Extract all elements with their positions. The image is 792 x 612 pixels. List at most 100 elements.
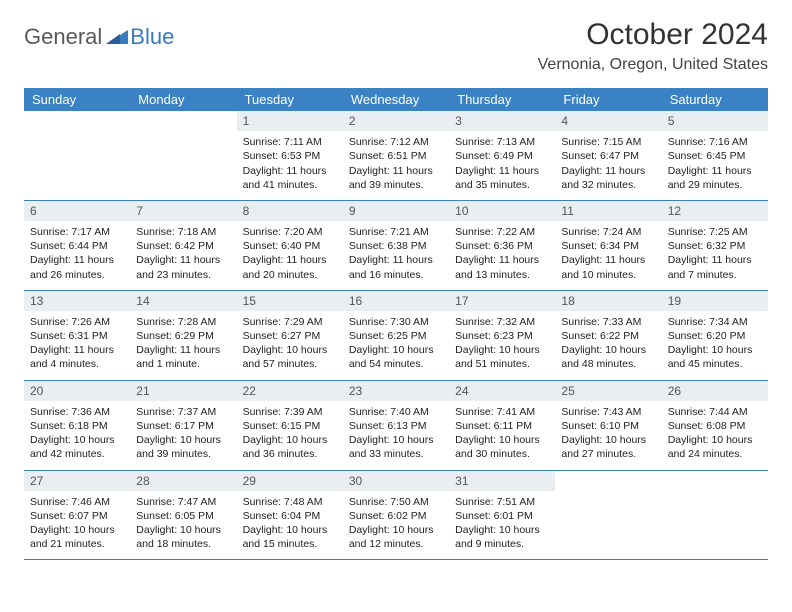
day-cell: 19Sunrise: 7:34 AMSunset: 6:20 PMDayligh…: [662, 291, 768, 380]
sunrise-line: Sunrise: 7:41 AM: [455, 405, 549, 419]
day-details: Sunrise: 7:11 AMSunset: 6:53 PMDaylight:…: [243, 135, 337, 192]
day-cell: 17 Sunrise: 7:32 AMSunset: 6:23 PMDayligh…: [449, 291, 555, 380]
day-number: 28: [130, 471, 236, 491]
day-number: 31: [449, 471, 555, 491]
daylight-line: Daylight: 11 hours and 4 minutes.: [30, 343, 124, 371]
day-details: Sunrise: 7:44 AMSunset: 6:08 PMDaylight:…: [668, 405, 762, 462]
calendar: SundayMondayTuesdayWednesdayThursdayFrid…: [24, 88, 768, 560]
day-number: 25: [555, 381, 661, 401]
daylight-line: Daylight: 11 hours and 23 minutes.: [136, 253, 230, 281]
day-details: Sunrise: 7:12 AMSunset: 6:51 PMDaylight:…: [349, 135, 443, 192]
week-row: 13Sunrise: 7:26 AMSunset: 6:31 PMDayligh…: [24, 291, 768, 381]
day-number: 13: [24, 291, 130, 311]
daylight-line: Daylight: 11 hours and 10 minutes.: [561, 253, 655, 281]
location-subtitle: Vernonia, Oregon, United States: [538, 56, 768, 74]
sunrise-line: Sunrise: 7:20 AM: [243, 225, 337, 239]
daylight-line: Daylight: 10 hours and 18 minutes.: [136, 523, 230, 551]
logo-triangle-icon: [104, 24, 128, 50]
day-details: Sunrise: 7:32 AMSunset: 6:23 PMDaylight:…: [455, 315, 549, 372]
sunrise-line: Sunrise: 7:16 AM: [668, 135, 762, 149]
day-cell: 22Sunrise: 7:39 AMSunset: 6:15 PMDayligh…: [237, 381, 343, 470]
sunrise-line: Sunrise: 7:47 AM: [136, 495, 230, 509]
day-number: 16: [343, 291, 449, 311]
daylight-line: Daylight: 10 hours and 42 minutes.: [30, 433, 124, 461]
day-number: 11: [555, 201, 661, 221]
daylight-line: Daylight: 10 hours and 15 minutes.: [243, 523, 337, 551]
day-number: 29: [237, 471, 343, 491]
sunset-line: Sunset: 6:08 PM: [668, 419, 762, 433]
day-cell: 20Sunrise: 7:36 AMSunset: 6:18 PMDayligh…: [24, 381, 130, 470]
weekday-header: Thursday: [449, 88, 555, 111]
week-row: 20Sunrise: 7:36 AMSunset: 6:18 PMDayligh…: [24, 381, 768, 471]
day-cell: 9Sunrise: 7:21 AMSunset: 6:38 PMDaylight…: [343, 201, 449, 290]
day-number: 6: [24, 201, 130, 221]
title-block: October 2024 Vernonia, Oregon, United St…: [538, 18, 768, 74]
day-cell-empty: [555, 471, 661, 560]
sunset-line: Sunset: 6:47 PM: [561, 149, 655, 163]
day-details: Sunrise: 7:50 AMSunset: 6:02 PMDaylight:…: [349, 495, 443, 552]
daylight-line: Daylight: 11 hours and 39 minutes.: [349, 164, 443, 192]
daylight-line: Daylight: 10 hours and 48 minutes.: [561, 343, 655, 371]
day-details: Sunrise: 7:34 AMSunset: 6:20 PMDaylight:…: [668, 315, 762, 372]
daylight-line: Daylight: 10 hours and 33 minutes.: [349, 433, 443, 461]
day-number: 9: [343, 201, 449, 221]
day-cell: 4Sunrise: 7:15 AMSunset: 6:47 PMDaylight…: [555, 111, 661, 200]
sunset-line: Sunset: 6:34 PM: [561, 239, 655, 253]
day-cell: 30 Sunrise: 7:50 AMSunset: 6:02 PMDayligh…: [343, 471, 449, 560]
sunset-line: Sunset: 6:17 PM: [136, 419, 230, 433]
sunset-line: Sunset: 6:45 PM: [668, 149, 762, 163]
day-cell: 12Sunrise: 7:25 AMSunset: 6:32 PMDayligh…: [662, 201, 768, 290]
weekday-header: Sunday: [24, 88, 130, 111]
day-details: Sunrise: 7:13 AMSunset: 6:49 PMDaylight:…: [455, 135, 549, 192]
sunset-line: Sunset: 6:07 PM: [30, 509, 124, 523]
day-details: Sunrise: 7:47 AMSunset: 6:05 PMDaylight:…: [136, 495, 230, 552]
daylight-line: Daylight: 10 hours and 54 minutes.: [349, 343, 443, 371]
sunrise-line: Sunrise: 7:24 AM: [561, 225, 655, 239]
weekday-header: Tuesday: [237, 88, 343, 111]
day-cell: 10Sunrise: 7:22 AMSunset: 6:36 PMDayligh…: [449, 201, 555, 290]
sunset-line: Sunset: 6:02 PM: [349, 509, 443, 523]
daylight-line: Daylight: 10 hours and 24 minutes.: [668, 433, 762, 461]
daylight-line: Daylight: 10 hours and 30 minutes.: [455, 433, 549, 461]
sunrise-line: Sunrise: 7:48 AM: [243, 495, 337, 509]
sunset-line: Sunset: 6:42 PM: [136, 239, 230, 253]
sunrise-line: Sunrise: 7:50 AM: [349, 495, 443, 509]
sunset-line: Sunset: 6:27 PM: [243, 329, 337, 343]
sunset-line: Sunset: 6:25 PM: [349, 329, 443, 343]
day-number: 17: [449, 291, 555, 311]
sunset-line: Sunset: 6:29 PM: [136, 329, 230, 343]
day-number: 30: [343, 471, 449, 491]
day-number: 21: [130, 381, 236, 401]
logo-text-gray: General: [24, 24, 102, 50]
daylight-line: Daylight: 11 hours and 1 minute.: [136, 343, 230, 371]
sunrise-line: Sunrise: 7:25 AM: [668, 225, 762, 239]
day-details: Sunrise: 7:18 AMSunset: 6:42 PMDaylight:…: [136, 225, 230, 282]
day-cell: 2Sunrise: 7:12 AMSunset: 6:51 PMDaylight…: [343, 111, 449, 200]
weekday-header-row: SundayMondayTuesdayWednesdayThursdayFrid…: [24, 88, 768, 111]
day-number: 23: [343, 381, 449, 401]
weekday-header: Wednesday: [343, 88, 449, 111]
day-details: Sunrise: 7:51 AMSunset: 6:01 PMDaylight:…: [455, 495, 549, 552]
day-details: Sunrise: 7:15 AMSunset: 6:47 PMDaylight:…: [561, 135, 655, 192]
daylight-line: Daylight: 11 hours and 16 minutes.: [349, 253, 443, 281]
sunrise-line: Sunrise: 7:40 AM: [349, 405, 443, 419]
sunset-line: Sunset: 6:10 PM: [561, 419, 655, 433]
sunset-line: Sunset: 6:04 PM: [243, 509, 337, 523]
sunset-line: Sunset: 6:38 PM: [349, 239, 443, 253]
day-number: 14: [130, 291, 236, 311]
day-details: Sunrise: 7:16 AMSunset: 6:45 PMDaylight:…: [668, 135, 762, 192]
logo: General Blue: [24, 24, 174, 50]
sunrise-line: Sunrise: 7:22 AM: [455, 225, 549, 239]
daylight-line: Daylight: 10 hours and 9 minutes.: [455, 523, 549, 551]
day-details: Sunrise: 7:29 AMSunset: 6:27 PMDaylight:…: [243, 315, 337, 372]
day-cell: 1Sunrise: 7:11 AMSunset: 6:53 PMDaylight…: [237, 111, 343, 200]
daylight-line: Daylight: 11 hours and 26 minutes.: [30, 253, 124, 281]
daylight-line: Daylight: 10 hours and 27 minutes.: [561, 433, 655, 461]
daylight-line: Daylight: 11 hours and 7 minutes.: [668, 253, 762, 281]
day-cell: 13Sunrise: 7:26 AMSunset: 6:31 PMDayligh…: [24, 291, 130, 380]
day-details: Sunrise: 7:33 AMSunset: 6:22 PMDaylight:…: [561, 315, 655, 372]
daylight-line: Daylight: 10 hours and 51 minutes.: [455, 343, 549, 371]
daylight-line: Daylight: 10 hours and 12 minutes.: [349, 523, 443, 551]
day-number: 5: [662, 111, 768, 131]
day-details: Sunrise: 7:46 AMSunset: 6:07 PMDaylight:…: [30, 495, 124, 552]
